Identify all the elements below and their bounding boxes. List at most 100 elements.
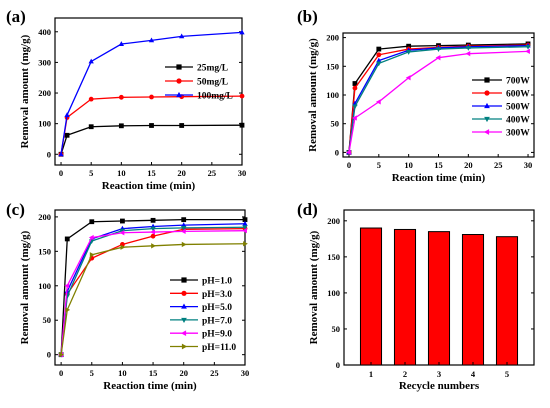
legend-label: 500W xyxy=(506,103,530,113)
series-400W xyxy=(346,44,531,156)
panel-label: (a) xyxy=(6,7,26,26)
data-point xyxy=(58,151,64,157)
data-point xyxy=(118,94,124,100)
y-tick-label: 400 xyxy=(38,27,51,37)
chart-panel-d: (d) 0 50 100 150 200 Removal amount (mg/g) Recy… xyxy=(297,200,535,392)
data-point xyxy=(179,123,185,128)
y-tick-label: 150 xyxy=(326,61,339,71)
series-line xyxy=(348,44,529,153)
legend-label: pH=1.0 xyxy=(202,277,232,287)
legend-label: 25mg/L xyxy=(197,64,228,74)
legend-label: 300W xyxy=(506,129,530,139)
data-point xyxy=(180,228,186,234)
bar xyxy=(461,234,485,366)
data-point xyxy=(435,47,442,52)
data-point xyxy=(179,33,185,39)
data-point xyxy=(150,217,156,223)
y-tick-label: 100 xyxy=(326,90,339,100)
data-point xyxy=(352,104,358,110)
x-tick-label: 2 xyxy=(403,369,407,379)
x-tick-label: 30 xyxy=(238,168,247,178)
legend-marker xyxy=(176,78,182,84)
x-axis-label: Reaction time (min) xyxy=(102,180,196,192)
series-100mg/L xyxy=(58,29,245,157)
x-tick-label: 30 xyxy=(241,368,250,378)
series-pH=11.0 xyxy=(59,241,248,358)
legend-marker xyxy=(181,303,187,309)
data-point xyxy=(376,52,382,58)
x-tick-label: 10 xyxy=(117,168,126,178)
x-tick-label: 20 xyxy=(179,368,188,378)
x-tick-label: 5 xyxy=(90,368,94,378)
x-tick-label: 0 xyxy=(59,368,63,378)
panel-label: (d) xyxy=(297,200,318,219)
data-point xyxy=(242,225,248,231)
y-tick-label: 0 xyxy=(47,149,51,159)
x-tick-label: 0 xyxy=(59,168,63,178)
x-tick-label: 1 xyxy=(369,369,373,379)
data-point xyxy=(181,241,187,248)
y-tick-label: 200 xyxy=(38,212,51,222)
data-point xyxy=(243,241,248,247)
data-point xyxy=(118,41,124,46)
data-point xyxy=(150,226,156,232)
x-tick-label: 5 xyxy=(89,168,93,178)
x-tick-label: 20 xyxy=(177,168,186,178)
legend-marker xyxy=(484,116,490,123)
panel-label: (c) xyxy=(6,200,25,219)
data-point xyxy=(64,132,70,138)
y-tick-label: 200 xyxy=(38,88,51,98)
data-point xyxy=(465,46,471,51)
y-axis-label: Removal amount (mg/g) xyxy=(19,230,31,344)
x-tick-label: 15 xyxy=(149,368,158,378)
x-axis-label: Recycle numbers xyxy=(399,380,480,392)
legend-marker xyxy=(181,343,188,350)
data-point xyxy=(64,236,70,242)
data-point xyxy=(119,230,125,236)
data-point xyxy=(376,57,382,63)
data-point xyxy=(119,228,126,234)
y-axis-label: Removal amount (mg/g) xyxy=(308,230,320,344)
plot-frame xyxy=(54,209,246,366)
data-point xyxy=(435,55,441,61)
y-tick-label: 100 xyxy=(327,288,340,298)
data-point xyxy=(346,149,351,156)
data-point xyxy=(525,48,530,55)
x-tick-label: 3 xyxy=(437,369,441,379)
x-tick-label: 25 xyxy=(210,368,219,378)
series-line xyxy=(348,44,529,153)
x-tick-label: 10 xyxy=(118,368,127,378)
x-tick-label: 4 xyxy=(471,369,476,379)
y-tick-label: 50 xyxy=(331,119,340,129)
y-tick-label: 0 xyxy=(336,360,340,370)
x-tick-label: 25 xyxy=(494,160,503,170)
data-point xyxy=(64,283,70,289)
y-tick-label: 300 xyxy=(38,57,51,67)
legend-label: 100mg/L xyxy=(197,92,233,102)
data-point xyxy=(88,96,94,102)
data-point xyxy=(465,51,471,57)
legend-marker xyxy=(484,90,490,96)
series-line xyxy=(348,46,529,153)
data-point xyxy=(149,94,154,100)
data-point xyxy=(88,58,94,64)
x-tick-label: 15 xyxy=(147,168,156,178)
legend-marker xyxy=(483,129,490,135)
legend-label: 600W xyxy=(506,90,530,100)
legend-label: 400W xyxy=(506,116,530,126)
y-tick-label: 150 xyxy=(327,252,340,262)
data-point xyxy=(405,75,411,81)
data-point xyxy=(239,93,245,99)
x-tick-label: 5 xyxy=(377,160,381,170)
legend-label: pH=7.0 xyxy=(202,316,232,326)
data-point xyxy=(352,115,357,121)
bar xyxy=(495,236,519,366)
y-tick-label: 200 xyxy=(326,33,339,43)
series-300W xyxy=(346,48,530,156)
legend-marker xyxy=(181,277,187,283)
y-tick-label: 100 xyxy=(38,119,51,129)
data-point xyxy=(64,294,70,299)
